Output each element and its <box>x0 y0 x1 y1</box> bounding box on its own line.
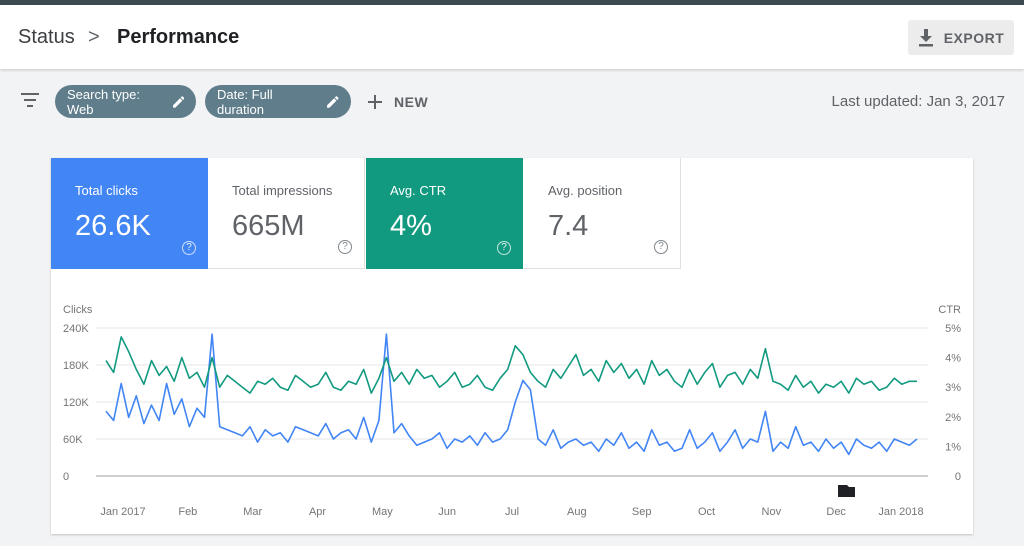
last-updated-text: Last updated: Jan 3, 2017 <box>831 93 1005 110</box>
breadcrumb-status[interactable]: Status <box>18 26 75 48</box>
performance-chart[interactable]: Clicks CTR 0 60K 120K 180K 240K 0 1% 2% 3% 4% 5% Jan … <box>51 158 973 534</box>
series-line-clicks <box>105 333 918 456</box>
pencil-icon <box>172 95 184 108</box>
export-label: EXPORT <box>943 29 1005 46</box>
help-circle-icon[interactable]: ? <box>338 240 352 254</box>
y-right-tick-label: 0 <box>955 471 961 483</box>
new-filter-button[interactable]: NEW <box>368 90 428 114</box>
help-circle-icon[interactable]: ? <box>497 241 511 255</box>
y-right-tick-label: 4% <box>945 353 961 365</box>
metric-value: 665M <box>232 210 305 242</box>
chip-label: Date: Full duration <box>217 86 273 117</box>
x-tick-label: Apr <box>309 506 326 518</box>
export-button[interactable]: EXPORT <box>908 20 1014 55</box>
chip-label: Search type: Web <box>67 86 140 117</box>
metric-value: 7.4 <box>548 210 589 242</box>
x-tick-label: Nov <box>762 506 782 518</box>
x-tick-label: May <box>372 506 393 518</box>
new-label: NEW <box>394 94 429 110</box>
y-right-tick-label: 2% <box>945 412 961 424</box>
performance-card: Total clicks 26.6K ? Total impressions 6… <box>51 158 973 534</box>
x-tick-label: Mar <box>243 506 262 518</box>
metric-label: Total impressions <box>232 183 333 198</box>
help-circle-icon[interactable]: ? <box>182 241 196 255</box>
x-tick-label: Jul <box>505 506 519 518</box>
metric-value: 4% <box>390 210 432 242</box>
x-tick-label: Sep <box>632 506 652 518</box>
metric-avg-ctr[interactable]: Avg. CTR 4% ? <box>366 158 523 269</box>
top-accent-bar <box>0 0 1024 5</box>
y-left-tick-label: 240K <box>63 323 89 335</box>
page-title: Performance <box>117 26 240 48</box>
x-tick-label: Feb <box>178 506 197 518</box>
y-left-tick-label: 60K <box>63 434 83 446</box>
y-left-tick-label: 0 <box>63 471 69 483</box>
y-left-tick-label: 120K <box>63 397 89 409</box>
pencil-icon <box>327 95 339 108</box>
filter-icon[interactable] <box>20 92 40 108</box>
help-circle-icon[interactable]: ? <box>654 240 668 254</box>
filter-toolbar: Search type: Web Date: Full duration NEW… <box>0 70 1024 134</box>
chevron-right-icon: > <box>88 26 100 48</box>
y-left-tick-label: 180K <box>63 360 89 372</box>
x-tick-label: Aug <box>567 506 587 518</box>
metric-total-clicks[interactable]: Total clicks 26.6K ? <box>51 158 208 269</box>
download-icon <box>918 28 933 46</box>
metric-total-impressions[interactable]: Total impressions 665M ? <box>208 158 365 269</box>
x-tick-label: Jan 2018 <box>878 506 923 518</box>
metric-label: Avg. position <box>548 183 623 198</box>
x-tick-label: Jun <box>438 506 456 518</box>
x-tick-label: Dec <box>826 506 846 518</box>
metric-value: 26.6K <box>75 210 151 242</box>
y-axis-left-title: Clicks <box>63 304 93 316</box>
metric-label: Total clicks <box>75 183 138 198</box>
search-type-chip[interactable]: Search type: Web <box>55 85 196 118</box>
x-tick-label: Jan 2017 <box>100 506 145 518</box>
metric-avg-position[interactable]: Avg. position 7.4 ? <box>524 158 681 269</box>
x-tick-label: Oct <box>698 506 715 518</box>
y-right-tick-label: 1% <box>945 441 961 453</box>
y-right-tick-label: 5% <box>945 323 961 335</box>
metric-label: Avg. CTR <box>390 183 447 198</box>
app-header: Status > Performance EXPORT <box>0 5 1024 69</box>
y-right-tick-label: 3% <box>945 382 961 394</box>
date-range-chip[interactable]: Date: Full duration <box>205 85 351 118</box>
plus-icon <box>368 95 382 109</box>
y-axis-right-title: CTR <box>938 304 961 316</box>
series-line-ctr <box>105 336 917 394</box>
annotation-flag-icon <box>838 485 855 497</box>
